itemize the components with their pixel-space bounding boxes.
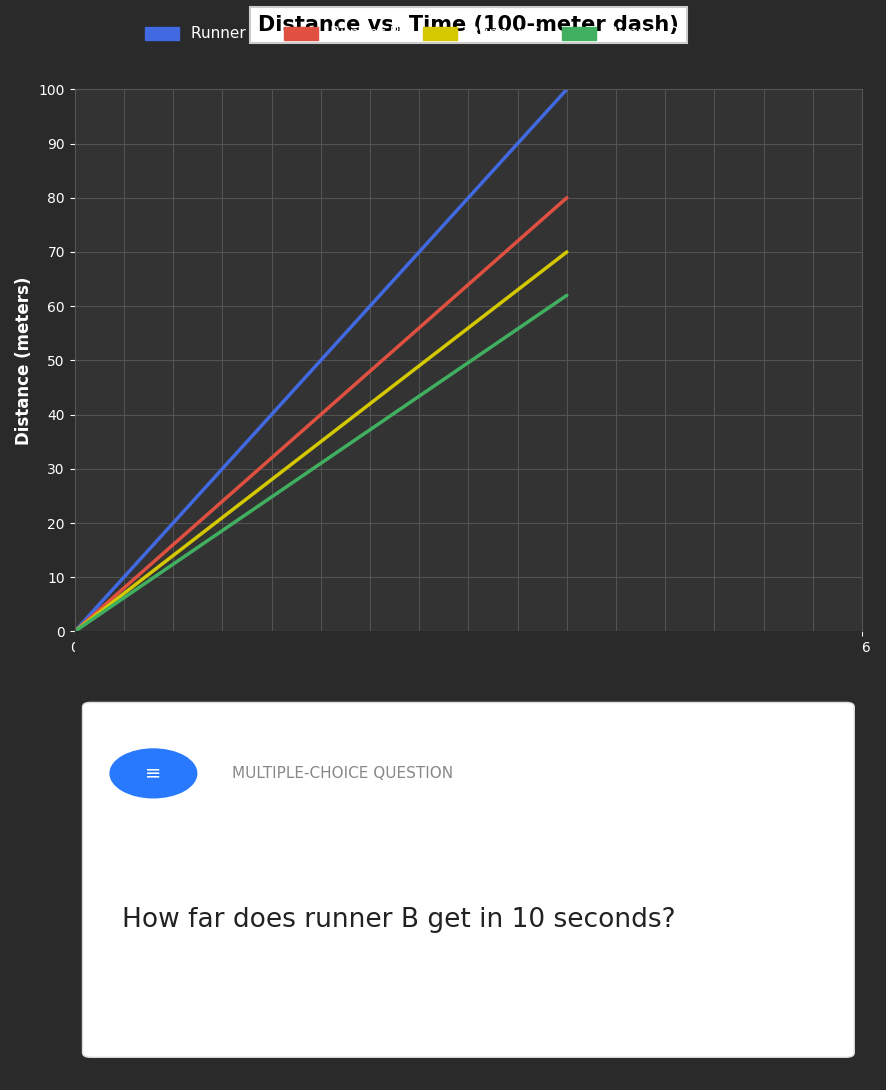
- Title: Distance vs. Time (100-meter dash): Distance vs. Time (100-meter dash): [258, 15, 679, 35]
- Text: ≡: ≡: [145, 764, 161, 783]
- Text: MULTIPLE-CHOICE QUESTION: MULTIPLE-CHOICE QUESTION: [232, 766, 454, 780]
- FancyBboxPatch shape: [82, 702, 854, 1057]
- Legend: Runner A, Runner B, Runner C, Runner D: Runner A, Runner B, Runner C, Runner D: [145, 26, 680, 41]
- Y-axis label: Distance (meters): Distance (meters): [15, 276, 33, 445]
- Circle shape: [110, 749, 197, 798]
- X-axis label: Time (seconds): Time (seconds): [392, 664, 546, 681]
- FancyBboxPatch shape: [74, 631, 862, 712]
- Text: How far does runner B get in 10 seconds?: How far does runner B get in 10 seconds?: [122, 907, 675, 933]
